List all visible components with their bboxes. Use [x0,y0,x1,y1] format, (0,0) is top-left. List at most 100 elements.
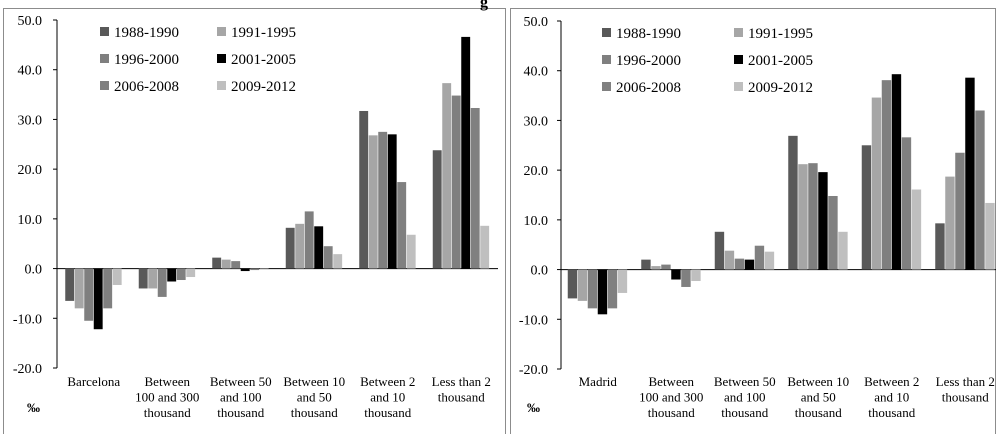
bar-2006-2008 [397,182,407,269]
x-category-label: Between 2 and 10 thousand [864,374,919,420]
y-tick-label: 40.0 [524,65,549,80]
legend-label: 1988-1990 [114,25,179,41]
bar-2006-2008 [975,110,985,270]
legend-swatch [217,81,226,90]
bar-1988-1990 [641,259,651,270]
bar-2001-2005 [818,172,828,270]
x-category-label: Between 50 and 100 thousand [714,374,776,420]
bar-2009-2012 [333,254,343,269]
bar-1996-2000 [84,268,94,321]
bar-1988-1990 [138,268,148,289]
bar-1988-1990 [567,269,578,299]
x-category-label: Between 100 and 300 thousand [135,374,199,420]
y-tick-label: -10.0 [13,312,42,327]
x-category-label: Less than 2 thousand [936,374,995,405]
legend-swatch [217,54,226,63]
bar-1991-1995 [148,268,158,289]
y-tick-label: 40.0 [18,64,43,79]
bar-2001-2005 [891,74,902,270]
y-unit-label: ‰ [27,400,40,415]
bar-2006-2008 [754,245,765,270]
y-tick-label: -10.0 [519,313,548,328]
bar-2006-2008 [176,268,186,281]
y-tick-label: 50.0 [524,15,549,30]
legend-swatch [602,82,611,91]
bar-2006-2008 [607,269,618,309]
bar-1996-2000 [231,261,241,269]
bar-2009-2012 [186,268,196,278]
legend-label: 1988-1990 [616,26,681,42]
y-tick-label: 20.0 [18,163,43,178]
bar-chart-madrid: -20.0 -10.0 0.0 10.0 20.0 30.0 40.0 50.0 Madrid B… [519,15,996,420]
x-category-label: Between 10 and 50 thousand [787,374,849,420]
y-unit-label: ‰ [527,400,540,415]
bar-2001-2005 [461,36,471,269]
bar-1991-1995 [724,250,735,270]
bar-2001-2005 [167,268,177,282]
x-category-label: Between 2 and 10 thousand [360,374,415,420]
bar-2009-2012 [480,225,490,269]
bar-1996-2000 [451,95,461,269]
legend-swatch [217,27,226,36]
bar-2006-2008 [901,137,912,270]
bar-1996-2000 [955,152,965,270]
y-tick-label: 30.0 [524,114,549,129]
bar-2009-2012 [691,269,701,282]
bar-1991-1995 [368,135,378,269]
bar-1988-1990 [714,231,725,270]
bar-1996-2000 [661,264,671,270]
bar-1991-1995 [442,83,452,269]
legend-label: 1996-2000 [616,53,681,69]
y-tick-label: 50.0 [18,14,43,29]
x-category-label: Between 50 and 100 thousand [210,374,272,420]
bar-2001-2005 [671,269,681,280]
y-tick-label: 0.0 [531,264,549,279]
bar-1988-1990 [432,150,442,269]
bar-1991-1995 [651,266,661,270]
bar-1996-2000 [734,258,745,270]
bar-2009-2012 [406,234,416,269]
bar-2001-2005 [744,259,755,270]
legend-swatch [100,27,109,36]
y-tick-label: 10.0 [524,214,549,229]
bar-1991-1995 [871,97,882,270]
bar-1988-1990 [65,268,75,301]
bar-1991-1995 [945,176,955,270]
x-category-label: Between 10 and 50 thousand [283,374,345,420]
bar-chart-barcelona: -20.0 -10.0 0.0 10.0 20.0 30.0 40.0 50.0 Barcelo… [13,14,498,420]
bar-1988-1990 [861,145,872,270]
y-tick-label: -20.0 [519,363,548,378]
bar-1991-1995 [295,223,305,269]
y-tick-label: -20.0 [13,362,42,377]
bar-1996-2000 [304,211,314,269]
bar-2001-2005 [597,269,608,315]
bar-2001-2005 [965,77,975,270]
bar-2009-2012 [259,268,269,270]
bar-2001-2005 [240,268,250,272]
bar-2009-2012 [112,268,122,285]
bar-2009-2012 [911,189,922,270]
bar-2009-2012 [838,231,848,270]
x-category-label: Barcelona [67,374,120,389]
x-category-label: Less than 2 thousand [432,374,491,405]
chart-panel-left: -20.0 -10.0 0.0 10.0 20.0 30.0 40.0 50.0 Barcelo… [3,8,506,434]
bar-1996-2000 [808,163,818,270]
legend-swatch [602,28,611,37]
y-tick-label: 0.0 [25,263,43,278]
legend-label: 1991-1995 [231,25,296,41]
legend-swatch [734,82,743,91]
bar-1988-1990 [285,227,295,269]
bar-1988-1990 [212,257,222,269]
bar-1991-1995 [74,268,84,309]
legend-label: 2001-2005 [748,53,813,69]
bar-2006-2008 [828,195,838,270]
x-category-label: Madrid [579,374,618,389]
bar-1988-1990 [359,110,369,269]
legend-label: 2009-2012 [231,79,296,95]
bar-2009-2012 [985,202,995,270]
bar-1996-2000 [881,80,892,270]
legend-swatch [100,81,109,90]
legend-label: 1996-2000 [114,52,179,68]
bar-2009-2012 [764,251,775,270]
bar-2009-2012 [617,269,628,293]
